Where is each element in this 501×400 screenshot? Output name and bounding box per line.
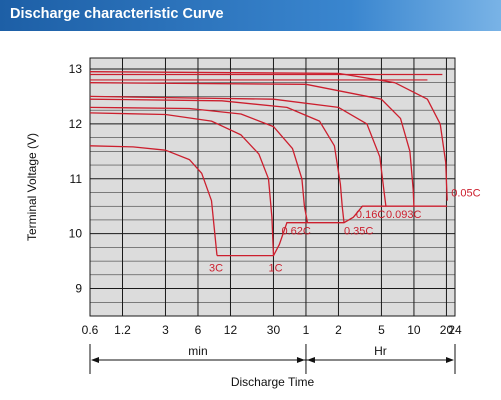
curve-1C xyxy=(89,112,275,256)
curve-label: 0.35C xyxy=(344,226,373,238)
y-tick-label: 9 xyxy=(75,282,82,296)
range-arrow xyxy=(296,357,305,363)
y-tick-label: 11 xyxy=(70,172,83,186)
curve-3C xyxy=(89,145,218,256)
x-tick-label: 20 xyxy=(440,323,454,337)
range-label: min xyxy=(188,344,207,358)
x-tick-label: 5 xyxy=(378,323,385,337)
curve-0-35C xyxy=(89,98,345,223)
x-tick-label: 0.6 xyxy=(82,323,99,337)
y-axis: 9 10 11 12 13 xyxy=(69,62,83,296)
curve-label: 1C xyxy=(268,263,282,275)
curve-label: 0.62C xyxy=(282,226,311,238)
y-tick-label: 13 xyxy=(69,62,83,76)
curves xyxy=(89,71,448,257)
curve-label: 0.093C xyxy=(386,209,422,221)
y-tick-label: 10 xyxy=(69,227,83,241)
chart-header-bar: Discharge characteristic Curve xyxy=(0,0,501,31)
range-annotation: min Hr xyxy=(89,344,456,374)
range-arrow xyxy=(306,357,315,363)
curve-labels: 3C 1C 0.62C 0.35C 0.16C 0.093C 0.05C xyxy=(209,188,481,275)
range-arrow xyxy=(446,357,454,363)
curve-0-62C xyxy=(89,106,309,223)
curve-label: 0.16C xyxy=(356,209,385,221)
curve-0-05C xyxy=(89,71,448,201)
range-arrow xyxy=(91,357,99,363)
y-axis-label: Terminal Voltage (V) xyxy=(25,133,39,241)
x-tick-label: 3 xyxy=(162,323,169,337)
x-tick-label: 1 xyxy=(303,323,310,337)
x-axis-label: Discharge Time xyxy=(231,375,315,389)
cutoff-step-line xyxy=(217,205,448,257)
x-tick-label: 12 xyxy=(224,323,238,337)
curve-label: 0.05C xyxy=(451,188,480,200)
plot-area xyxy=(89,57,456,317)
y-tick-label: 12 xyxy=(69,117,83,131)
major-grid xyxy=(89,58,456,316)
x-tick-label: 30 xyxy=(267,323,281,337)
curve-0-16C xyxy=(89,95,387,207)
x-tick-label: 24 xyxy=(448,323,462,337)
chart-title: Discharge characteristic Curve xyxy=(10,6,224,22)
curve-0-093C xyxy=(89,82,415,207)
x-tick-label: 10 xyxy=(407,323,421,337)
x-tick-label: 6 xyxy=(195,323,202,337)
range-label: Hr xyxy=(374,344,387,358)
curve-label: 3C xyxy=(209,263,223,275)
x-tick-label: 1.2 xyxy=(114,323,131,337)
x-tick-label: 2 xyxy=(335,323,342,337)
